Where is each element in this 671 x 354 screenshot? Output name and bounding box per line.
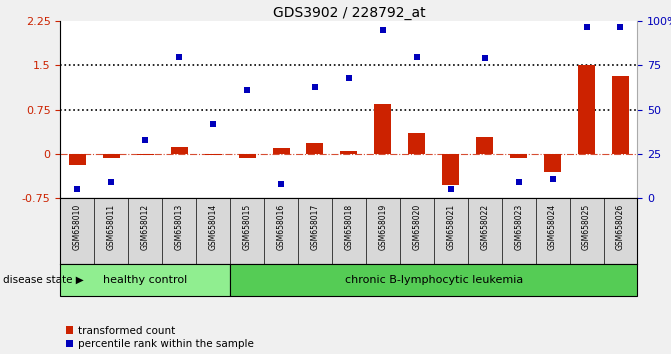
Text: GSM658013: GSM658013 [174, 204, 184, 250]
Bar [69, 154, 86, 165]
Bar [272, 148, 289, 154]
Bar [307, 143, 323, 154]
Bar [239, 154, 256, 158]
Bar [60, 264, 230, 296]
Bar [205, 154, 221, 155]
Bar [612, 75, 629, 154]
Title: GDS3902 / 228792_at: GDS3902 / 228792_at [272, 6, 425, 20]
Text: GSM658010: GSM658010 [73, 204, 82, 250]
Bar [103, 154, 120, 158]
Bar [170, 147, 188, 154]
Text: GSM658025: GSM658025 [582, 204, 591, 250]
Text: GSM658026: GSM658026 [616, 204, 625, 250]
Text: GSM658020: GSM658020 [412, 204, 421, 250]
Bar [409, 133, 425, 154]
Text: GSM658011: GSM658011 [107, 204, 116, 250]
Text: GSM658014: GSM658014 [209, 204, 217, 250]
Text: healthy control: healthy control [103, 275, 187, 285]
Bar [544, 154, 561, 172]
Bar [137, 154, 154, 155]
Bar [340, 151, 358, 154]
Bar [476, 137, 493, 154]
Text: GSM658022: GSM658022 [480, 204, 489, 250]
Text: GSM658012: GSM658012 [141, 204, 150, 250]
Text: GSM658018: GSM658018 [344, 204, 354, 250]
Bar [374, 104, 391, 154]
Text: GSM658021: GSM658021 [446, 204, 455, 250]
Bar [442, 154, 459, 185]
Bar [510, 154, 527, 158]
Text: GSM658024: GSM658024 [548, 204, 557, 250]
Legend: transformed count, percentile rank within the sample: transformed count, percentile rank withi… [66, 326, 254, 349]
Text: GSM658017: GSM658017 [311, 204, 319, 250]
Bar [578, 65, 595, 154]
Text: GSM658019: GSM658019 [378, 204, 387, 250]
Text: GSM658016: GSM658016 [276, 204, 286, 250]
Bar [230, 264, 637, 296]
Text: disease state ▶: disease state ▶ [3, 275, 84, 285]
Text: chronic B-lymphocytic leukemia: chronic B-lymphocytic leukemia [345, 275, 523, 285]
Text: GSM658015: GSM658015 [243, 204, 252, 250]
Text: GSM658023: GSM658023 [514, 204, 523, 250]
